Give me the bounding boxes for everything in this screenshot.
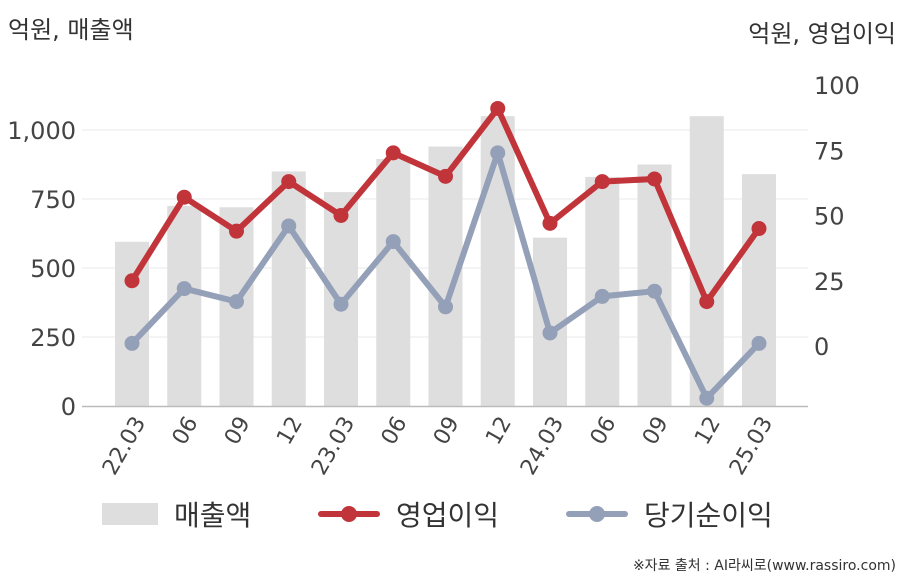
operating-profit-point xyxy=(438,168,453,184)
x-tick-label: 06 xyxy=(168,413,204,450)
left-tick-label: 1,000 xyxy=(7,117,76,145)
net-profit-point xyxy=(281,218,297,234)
legend-line-swatch-net-profit xyxy=(566,503,628,525)
net-profit-point xyxy=(699,390,715,406)
x-tick-label: 23.03 xyxy=(307,413,360,480)
legend-label-net-profit: 당기순이익 xyxy=(644,499,773,532)
right-axis-unit: 억원, 영업이익 xyxy=(748,20,896,48)
legend-item-net-profit: 당기순이익 xyxy=(566,492,773,536)
right-tick-label: 100 xyxy=(814,72,860,100)
x-tick-label: 09 xyxy=(638,413,674,450)
operating-profit-point xyxy=(699,294,715,310)
x-tick-label: 12 xyxy=(481,413,517,450)
net-profit-point xyxy=(490,145,506,161)
x-tick-label: 09 xyxy=(429,413,465,450)
x-tick-label: 12 xyxy=(690,413,726,450)
operating-profit-point xyxy=(594,174,610,190)
net-profit-point xyxy=(124,335,140,351)
right-tick-label: 0 xyxy=(814,333,829,361)
left-axis-ticks: 0 250 500 750 1,000 xyxy=(7,117,76,421)
x-tick-label: 06 xyxy=(586,413,622,450)
operating-profit-point xyxy=(751,221,767,237)
net-profit-point xyxy=(647,283,662,299)
source-note: ※자료 출처 : AI라씨로(www.rassiro.com) xyxy=(632,558,896,574)
operating-profit-point xyxy=(333,208,349,223)
x-tick-label: 25.03 xyxy=(725,413,778,480)
legend-item-operating-profit: 영업이익 xyxy=(318,492,499,536)
legend-item-revenue: 매출액 xyxy=(102,492,251,536)
legend-label-revenue: 매출액 xyxy=(174,499,252,532)
operating-profit-point xyxy=(124,273,140,289)
right-tick-label: 75 xyxy=(814,137,845,165)
operating-profit-point xyxy=(490,100,506,116)
net-profit-point xyxy=(385,234,401,250)
x-tick-label: 06 xyxy=(377,413,413,450)
right-tick-label: 50 xyxy=(814,203,845,231)
revenue-bar xyxy=(167,205,202,406)
net-profit-point xyxy=(333,296,349,312)
legend-bar-swatch xyxy=(102,503,158,525)
operating-profit-point xyxy=(542,215,558,231)
profit-lines xyxy=(124,100,767,406)
operating-profit-point xyxy=(281,174,297,190)
left-tick-label: 750 xyxy=(30,186,76,214)
revenue-bar xyxy=(115,241,149,406)
left-axis-unit: 억원, 매출액 xyxy=(8,16,134,44)
operating-profit-point xyxy=(647,171,662,187)
right-axis-ticks: 0 25 50 75 100 xyxy=(814,72,860,361)
net-profit-point xyxy=(542,325,558,341)
revenue-bar xyxy=(480,116,515,406)
revenue-bar xyxy=(271,171,306,406)
left-tick-label: 500 xyxy=(30,255,76,283)
legend: 매출액 영업이익 당기순이익 xyxy=(0,492,908,536)
operating-profit-point xyxy=(176,189,192,205)
x-tick-label: 24.03 xyxy=(516,413,569,480)
x-tick-label: 09 xyxy=(220,413,256,450)
net-profit-point xyxy=(751,335,767,351)
revenue-bar xyxy=(689,116,724,406)
legend-label-operating-profit: 영업이익 xyxy=(396,499,500,532)
left-tick-label: 0 xyxy=(61,393,76,421)
revenue-bar xyxy=(742,174,776,406)
x-axis-ticks: 22.03 06 09 12 23.03 06 09 12 24.03 06 09 12 25.03 xyxy=(98,413,778,480)
right-tick-label: 25 xyxy=(814,268,845,296)
x-tick-label: 22.03 xyxy=(98,413,151,480)
operating-profit-point xyxy=(385,145,401,161)
legend-line-swatch-operating-profit xyxy=(318,503,380,525)
net-profit-point xyxy=(229,294,244,310)
net-profit-point xyxy=(438,299,453,315)
operating-profit-point xyxy=(229,223,244,239)
net-profit-point xyxy=(176,281,192,297)
revenue-bar xyxy=(376,158,411,406)
left-tick-label: 250 xyxy=(30,324,76,352)
x-tick-label: 12 xyxy=(272,413,308,450)
net-profit-point xyxy=(594,288,610,304)
revenue-bars xyxy=(115,116,776,406)
